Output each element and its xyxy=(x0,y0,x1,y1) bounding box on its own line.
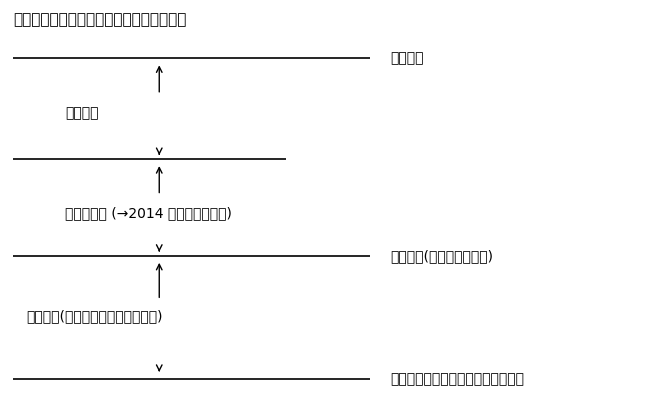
Text: 固定支払い (→2014 年農業法で廃止): 固定支払い (→2014 年農業法で廃止) xyxy=(65,207,232,220)
Text: 返済免除(マーケティング・ローン): 返済免除(マーケティング・ローン) xyxy=(26,310,162,323)
Text: 図３　　米国の穀物等の実質的輸出補助金: 図３ 米国の穀物等の実質的輸出補助金 xyxy=(13,12,187,27)
Text: 不足払い: 不足払い xyxy=(65,106,99,120)
Text: 融資単価(ローン・レート): 融資単価(ローン・レート) xyxy=(390,249,493,263)
Text: 国際価格水準で輸出または国内販売: 国際価格水準で輸出または国内販売 xyxy=(390,372,524,386)
Text: 目標価格: 目標価格 xyxy=(390,52,424,65)
